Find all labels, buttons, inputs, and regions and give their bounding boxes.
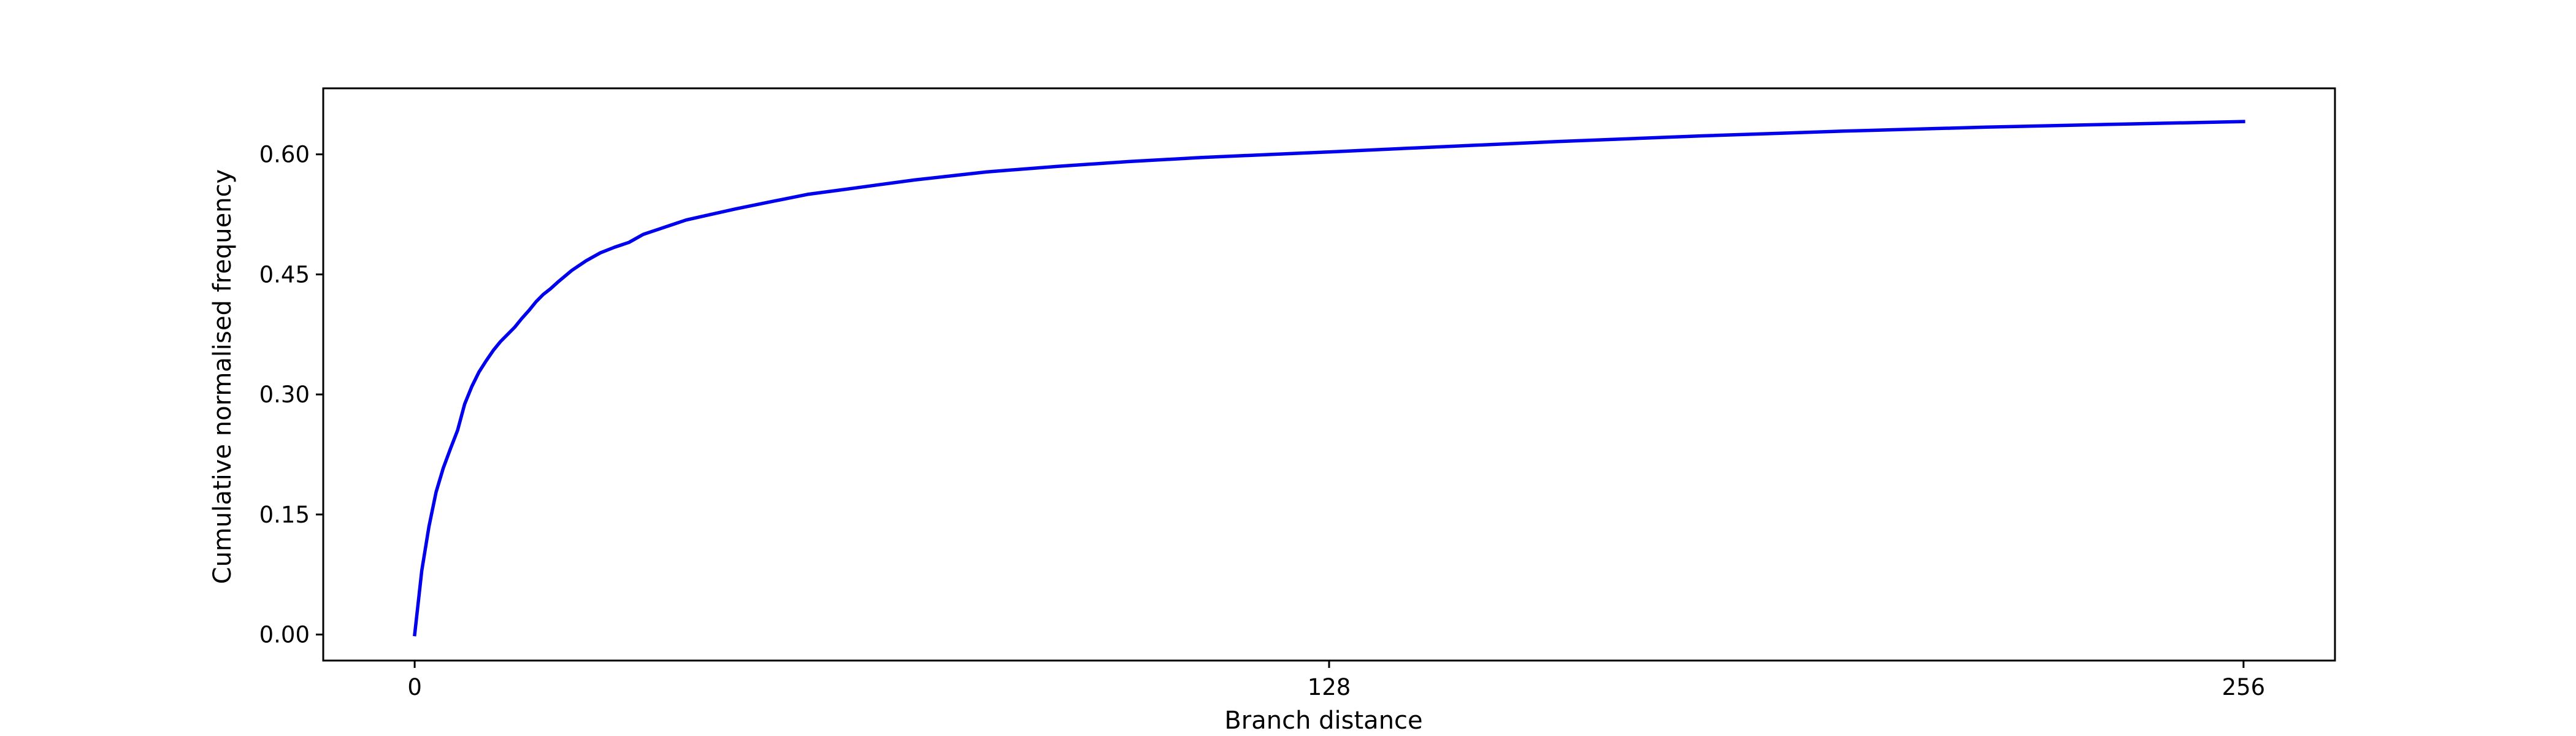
x-tick-label: 256 bbox=[2222, 674, 2266, 700]
y-tick-label: 0.00 bbox=[259, 622, 310, 648]
plot-area: 0 128 256 0.00 0.15 0.30 0.45 0.60 bbox=[259, 87, 2336, 700]
x-tick-label: 0 bbox=[407, 674, 422, 700]
y-tick-label: 0.60 bbox=[259, 142, 310, 168]
series-line-1 bbox=[413, 120, 2245, 637]
y-axis-label: Cumulative normalised frequency bbox=[209, 169, 237, 584]
x-axis-label: Branch distance bbox=[1224, 707, 1422, 735]
y-tick-label: 0.30 bbox=[259, 381, 310, 408]
y-tick-label: 0.15 bbox=[259, 502, 310, 528]
y-tick-label: 0.45 bbox=[259, 261, 310, 288]
x-tick-label: 128 bbox=[1308, 674, 1351, 700]
